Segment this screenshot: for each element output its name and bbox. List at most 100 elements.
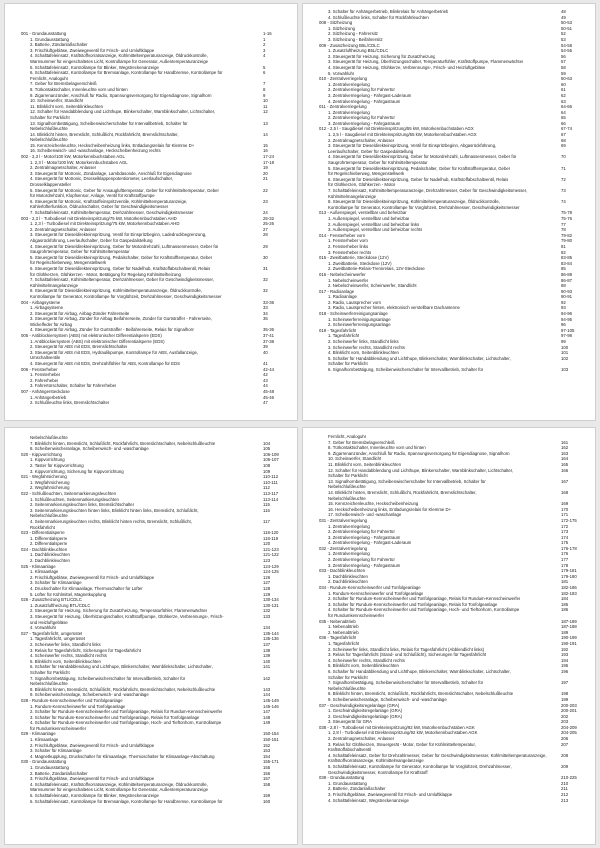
toc-entry-title: 12. Schalter für Handabblendung und Lich… — [328, 467, 514, 473]
toc-entry: 3. Steuergerät für ABS mit EDS, Hydrauli… — [5, 350, 297, 356]
toc-entry-title: 1. Tagesfahrlicht — [328, 640, 360, 646]
toc-entry: 2. Scheinwerfer links, Standlicht links 9… — [303, 339, 595, 345]
toc-entry: 4. Steuergerät für Motronic, Drosselklap… — [5, 176, 297, 182]
toc-entry: 2. Schalter für Rundum-Kennscheinwerfer … — [5, 709, 297, 715]
toc-page-number: 45-46 — [263, 394, 274, 400]
toc-section-heading: 029 - Klimaanlage 150-154 — [5, 731, 297, 737]
toc-entry-title: 3. Frischluftgebläse, Zweiwegeventil für… — [30, 776, 155, 782]
toc-entry-title: 2. Steuergerät für Heizung, Sicherung fü… — [328, 53, 436, 59]
toc-entry-title: 012 - 2,5 l - Saugdiesel mit Direkteinsp… — [319, 126, 474, 132]
toc-page-number: 196 — [561, 668, 569, 674]
toc-entry: 3. Schalter für Rundum-Kennscheinwerfer … — [303, 602, 595, 608]
toc-entry-continuation: für Rundumkennscheinwerfer — [5, 726, 297, 732]
toc-entry: 1. Geschwindigkeitsregelanlage (GRA) 200-… — [303, 708, 595, 714]
toc-page-number: 130-134 — [263, 597, 279, 603]
toc-entry-title: 2. Fahrerheber — [30, 377, 59, 383]
toc-entry: 1. Grundausstattung 155 — [5, 765, 297, 771]
toc-entry-title: 2. Scheinwerfer links, Standlicht links — [328, 339, 399, 345]
toc-page-number: 79-82 — [561, 232, 572, 238]
toc-entry: 4. Schalttafeleinsatz, Geber für Drehzah… — [303, 753, 595, 759]
toc-page-number: 54-55 — [561, 48, 572, 54]
toc-page-number: 197 — [561, 680, 569, 686]
toc-page-number: 61 — [561, 87, 566, 93]
toc-entry: 2. Schalter für Rundum-Kennscheinwerfer … — [303, 596, 595, 602]
toc-page-number: 96 — [561, 322, 566, 328]
toc-entry-title: 017 - Radioanlage — [319, 288, 355, 294]
toc-entry-title: 1. Fensterheber — [30, 372, 61, 378]
toc-entry-title: 3. Relais für Tagesfahrlicht (Stand- und… — [328, 652, 487, 658]
toc-entry: 3. Frischluftgebläse, Zweiwegeventil für… — [5, 48, 297, 54]
toc-entry: 2. Steuergerät für Heizung, Sicherung fü… — [5, 608, 297, 614]
toc-entry: 1. Fensterheber 42 — [5, 372, 297, 378]
toc-entry: 16. Scheibenwisch- und -waschanlage, Hec… — [5, 148, 297, 154]
toc-page-number: 19 — [263, 165, 268, 171]
toc-entry-title: 4. Scheinwerfer rechts, Standlicht recht… — [328, 657, 405, 663]
toc-entry-title: 025 - Klimaanlage — [21, 563, 56, 569]
toc-page-number: 41 — [263, 361, 268, 367]
toc-entry-title: 14. Blinklicht hinten, Bremslicht, Schlu… — [328, 489, 477, 495]
toc-entry: 8. Türkontaktschalter, Innenleuchte vorn… — [303, 445, 595, 451]
toc-entry-title: Drosselklappensteller — [30, 182, 72, 188]
toc-page-number: 81 — [561, 243, 566, 249]
toc-page-number: 94-96 — [561, 311, 572, 317]
toc-page-number: 199 — [561, 696, 569, 702]
toc-entry-title: 4. Magnetkupplung, Druckschalter für Kli… — [30, 753, 215, 759]
toc-page-number: 145-146 — [263, 703, 279, 709]
toc-entry-continuation: Kontrollampe für Generator, Kontrollampe… — [303, 205, 595, 211]
document-page-1: 001 - Grundausstattung 1-16 1. Grundaussta… — [4, 3, 298, 421]
toc-entry-continuation: Nebelschlußleuchte — [5, 513, 297, 519]
toc-entry-continuation: Nebelschlußleuchte — [5, 435, 297, 441]
toc-entry-title: 4. Vorwahluhr — [30, 625, 57, 631]
toc-page-number: 179-181 — [561, 568, 577, 574]
toc-entry: 2. Steuergerät für ABS mit EDS, Bremslic… — [5, 344, 297, 350]
toc-entry-title: 9. Zigarrenanzünder, Anschluß für Radio,… — [30, 92, 212, 98]
toc-entry-title: 3. Steuergerät für ABS mit EDS, Hydrauli… — [30, 349, 199, 355]
toc-entry-continuation: Leerlaufschalter, Geber für Gaspedalstel… — [303, 149, 595, 155]
toc-page-number: 138 — [263, 647, 271, 653]
toc-entry-title: 10. Scheinwerfer, Standlicht — [30, 98, 84, 104]
toc-entry: 2. Fensterheber links 81 — [303, 244, 595, 250]
toc-entry-title: 2. Zentralmagnetschalter, Anlasser — [30, 165, 97, 171]
toc-entry-title: 2. Zentralverriegelung für Fahrertür — [328, 529, 395, 535]
toc-entry-continuation: für Regelschieberweg, Mengenstellwerk — [5, 260, 297, 266]
toc-page-number: 40 — [263, 349, 268, 355]
toc-entry: 3. Sitzheizung - Beifahrersitz 53 — [303, 37, 595, 43]
toc-entry: 6. Signalhornbetätigung, Scheibenwischer… — [303, 367, 595, 373]
toc-entry-title: Nebelschlußleuchte — [328, 685, 366, 691]
toc-page-number: 14 — [263, 131, 268, 137]
toc-entry: 9. Scheibenwischeranlage, Scheibenwisch-… — [5, 692, 297, 698]
toc-entry-title: 2. Zentralmagnetschalter, Anlasser — [328, 736, 395, 742]
toc-page-number: 200-203 — [561, 702, 577, 708]
toc-entry-title: 022 - Schlußleuchten, Seitenmarkierungsl… — [21, 490, 117, 496]
toc-entry: 1. Rundum-Kennscheinwerfer und Tonfolgea… — [303, 591, 595, 597]
toc-entry: 3. Schalter für Klimaanlage 127 — [5, 580, 297, 586]
toc-page-number: 142 — [263, 675, 271, 681]
toc-entry-title: 5. Schalttafeleinsatz, Kontrollampe für … — [328, 764, 512, 770]
toc-entry-title: Fernlicht, Analoguhr — [328, 434, 367, 439]
toc-entry: 1. Zweitbatterie, Steckdose (12V) 83-84 — [303, 261, 595, 267]
toc-entry: 3. Fensterheber rechts 82 — [303, 250, 595, 256]
toc-entry-title: 4. Steuergerät für ABS mit EDS, Drehzahl… — [30, 361, 180, 367]
toc-entry: 7. Signalhornbetätigung, Scheibenwischer… — [5, 676, 297, 682]
toc-entry: 9. Scheibenwischeranlage, Scheibenwisch-… — [303, 697, 595, 703]
toc-entry-title: 011 - Zentralverriegelung — [319, 104, 367, 110]
toc-page-number: 22 — [263, 187, 268, 193]
toc-entry: 4. Steuergerät für Heizung, Glühkerze, V… — [303, 65, 595, 71]
toc-entry: 5. Schalttafeleinsatz, Kontrollampe für … — [303, 764, 595, 770]
toc-entry: 1. Fensterheber vorn 79-80 — [303, 238, 595, 244]
toc-entry: 1. Zentralverriegelung 60 — [303, 82, 595, 88]
toc-entry: 1. Zentralverriegelung 172 — [303, 524, 595, 530]
toc-entry-title: 2. Radio, Lautsprecher vorn — [328, 299, 382, 305]
toc-entry: 3. Zentralverriegelung - Fahrgastraum 178 — [303, 563, 595, 569]
toc-page-number: 148 — [263, 714, 271, 720]
toc-entry: 5. Blinklicht vorn, Seitenblinkleuchten 1… — [303, 663, 595, 669]
toc-entry-title: für Glühkerzen, Glühkerzen - Motor, Betä… — [30, 271, 181, 277]
toc-entry-title: 3. Seitenmarkierungsleuchten hinten link… — [30, 507, 199, 513]
toc-page-number: 162 — [561, 445, 569, 451]
toc-entry-title: 13. Signalhornbetätigung, Scheibenwische… — [328, 478, 486, 484]
toc-section-heading: 011 - Zentralverriegelung 64-66 — [303, 104, 595, 110]
toc-entry-title: 2. Außenspiegel, verstellbar und beheizb… — [328, 221, 420, 227]
toc-entry-title: 7. Signalhornbetätigung, Scheibenwischer… — [328, 680, 484, 686]
toc-page-number: 174 — [561, 534, 569, 540]
toc-entry: 2. Zentralverriegelung für Fahrertür 61 — [303, 87, 595, 93]
